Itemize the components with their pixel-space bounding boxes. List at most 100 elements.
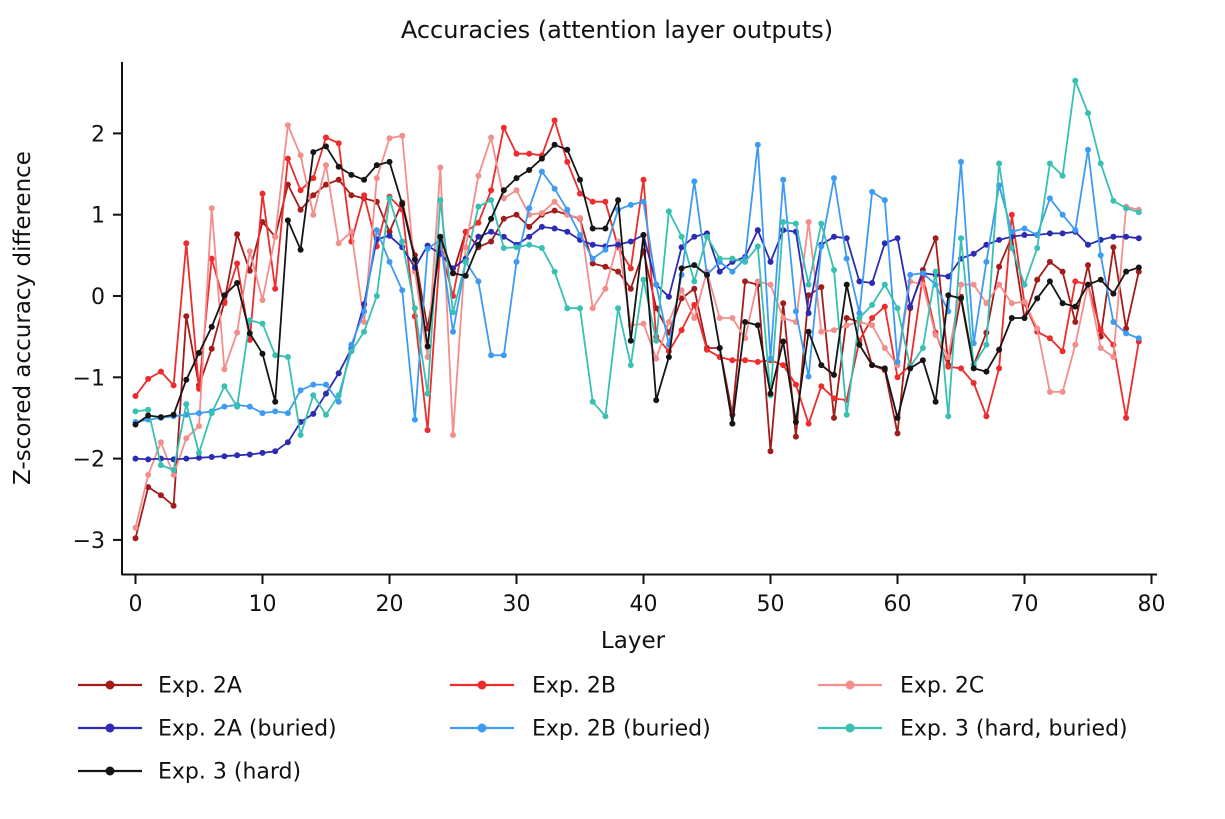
data-point (932, 268, 939, 275)
data-point (831, 233, 837, 240)
data-point (272, 398, 279, 405)
data-point (691, 278, 698, 285)
data-point (297, 432, 304, 438)
data-point (831, 414, 837, 421)
data-point (958, 235, 964, 242)
data-point (602, 263, 609, 270)
data-point (183, 376, 190, 383)
data-point (665, 208, 672, 215)
data-point (488, 215, 495, 222)
data-point (996, 281, 1003, 288)
chart-title: Accuracies (attention layer outputs) (401, 16, 833, 44)
data-point (1021, 281, 1028, 288)
data-point (792, 381, 799, 388)
data-point (310, 410, 317, 417)
legend-marker-dot (845, 723, 855, 733)
data-point (513, 150, 520, 157)
legend-label-exp-2c: Exp. 2C (900, 674, 984, 699)
data-point (335, 163, 342, 170)
data-point (615, 197, 622, 204)
data-point (475, 203, 482, 210)
data-point (1021, 315, 1028, 321)
data-point (691, 301, 698, 308)
data-point (386, 195, 393, 202)
data-point (488, 228, 495, 235)
data-point (945, 273, 952, 280)
data-point (577, 305, 583, 312)
data-point (538, 168, 545, 175)
data-point (767, 258, 774, 265)
data-point (932, 332, 939, 338)
data-point (577, 232, 583, 238)
data-point (1008, 211, 1015, 218)
data-point (551, 198, 558, 205)
data-point (272, 285, 279, 292)
data-point (742, 357, 749, 364)
data-point (361, 319, 368, 325)
data-point (411, 256, 418, 263)
legend-label-exp-3-hard: Exp. 3 (hard) (158, 760, 301, 785)
data-point (259, 320, 266, 327)
data-point (145, 471, 152, 478)
data-point (996, 263, 1003, 270)
data-point (500, 245, 507, 251)
data-point (894, 374, 901, 381)
data-point (1008, 300, 1015, 307)
data-point (627, 337, 634, 344)
data-point (399, 132, 406, 139)
data-point (297, 206, 304, 213)
data-point (958, 295, 964, 302)
data-point (704, 233, 710, 240)
data-point (272, 448, 279, 455)
legend-label-exp-2a: Exp. 2A (158, 674, 242, 699)
data-point (526, 167, 533, 173)
data-point (1059, 211, 1066, 218)
data-point (602, 225, 609, 232)
data-point (767, 448, 774, 455)
data-point (907, 365, 914, 372)
data-point (424, 390, 431, 397)
data-point (881, 345, 888, 351)
data-point (932, 398, 939, 405)
data-point (246, 248, 253, 255)
data-point (500, 195, 507, 202)
data-point (462, 272, 469, 279)
data-point (170, 382, 177, 389)
data-point (373, 175, 380, 182)
data-point (399, 287, 406, 294)
data-point (1034, 276, 1041, 283)
data-point (919, 270, 926, 277)
data-point (335, 392, 342, 399)
data-point (323, 162, 329, 169)
data-point (1046, 278, 1053, 285)
data-point (526, 223, 533, 230)
data-point (500, 352, 507, 359)
data-point (856, 278, 863, 285)
data-point (335, 176, 342, 183)
data-point (335, 240, 342, 247)
data-point (475, 241, 482, 248)
data-point (310, 175, 317, 182)
legend-item-exp-2b: Exp. 2B (450, 674, 616, 699)
data-point (589, 198, 596, 205)
data-point (894, 235, 901, 242)
data-point (970, 250, 977, 257)
data-point (361, 308, 368, 315)
series-line-exp-2b (134, 119, 1140, 432)
data-point (894, 305, 901, 312)
data-point (348, 341, 355, 348)
data-point (246, 330, 253, 337)
data-point (1059, 300, 1066, 307)
data-point (869, 315, 876, 321)
data-point (843, 255, 850, 262)
data-point (246, 317, 253, 324)
data-point (183, 435, 190, 442)
data-point (869, 362, 876, 369)
x-tick-label-80: 80 (1138, 592, 1166, 617)
data-point (843, 235, 850, 242)
data-point (640, 320, 647, 327)
data-point (475, 233, 482, 240)
data-point (691, 315, 698, 321)
data-point (526, 233, 533, 240)
